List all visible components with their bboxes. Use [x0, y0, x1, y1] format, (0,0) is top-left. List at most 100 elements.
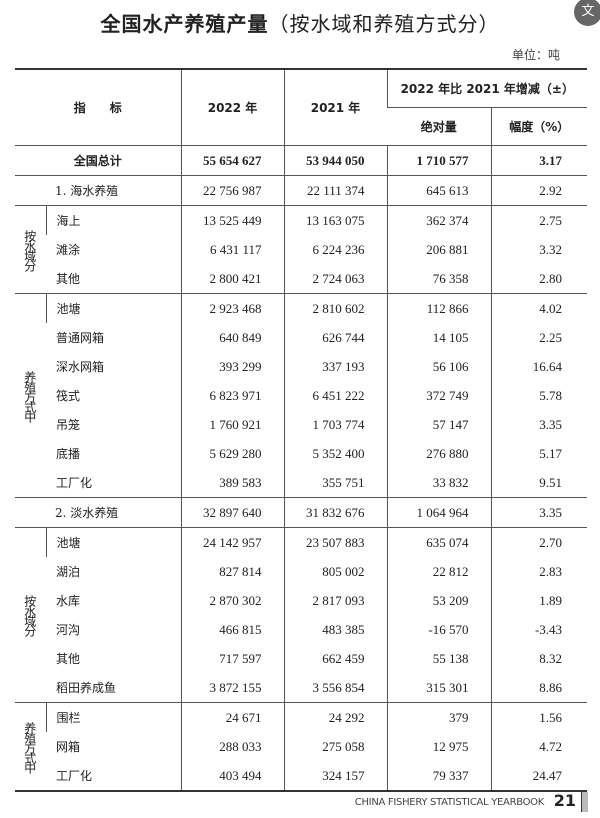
- table-row: 底播 5 629 280 5 352 400 276 880 5.17: [15, 439, 588, 468]
- row-label: 工厂化: [46, 761, 182, 792]
- cell-y2022: 403 494: [180, 761, 285, 792]
- row-label: 海上: [45, 205, 182, 235]
- cell-y2021: 23 507 883: [283, 527, 388, 557]
- unit-label: 单位：吨: [511, 48, 560, 62]
- cell-pct: 16.64: [490, 352, 588, 381]
- row-label: 池塘: [45, 527, 182, 557]
- cell-pct: 3.32: [490, 235, 588, 264]
- cell-pct: 2.25: [490, 323, 588, 352]
- cell-y2021: 324 157: [283, 761, 388, 792]
- cell-y2021: 275 058: [283, 732, 388, 761]
- cell-y2022: 393 299: [180, 352, 285, 381]
- cell-y2021: 53 944 050: [283, 145, 388, 176]
- cell-abs: 362 374: [386, 205, 492, 235]
- cell-abs: 276 880: [386, 439, 492, 468]
- cell-pct: 4.02: [490, 293, 588, 323]
- header-row: 指 标 2022 年 2021 年 2022 年比 2021 年增减（±）: [15, 68, 588, 146]
- cell-abs: 22 812: [386, 557, 492, 586]
- cell-y2021: 2 817 093: [283, 586, 388, 615]
- table-row: 其他 717 597 662 459 55 138 8.32: [15, 644, 588, 673]
- cell-y2021: 1 703 774: [283, 410, 388, 439]
- cell-y2021: 6 451 222: [283, 381, 388, 410]
- footer-book-title: CHINA FISHERY STATISTICAL YEARBOOK: [354, 797, 545, 808]
- table-row: 滩涂 6 431 117 6 224 236 206 881 3.32: [15, 235, 588, 264]
- cell-pct: 3.35: [490, 410, 588, 439]
- table-row: 养殖方式中 池塘 2 923 468 2 810 602 112 866 4.02: [15, 293, 588, 498]
- cell-y2022: 6 431 117: [180, 235, 285, 264]
- cell-abs: 206 881: [386, 235, 492, 264]
- cell-abs: 12 975: [386, 732, 492, 761]
- cell-pct: 2.70: [490, 527, 588, 557]
- cell-abs: 112 866: [386, 293, 492, 323]
- table-row: 按水域分 海上 13 525 449 13 163 075 362 374 2.75: [15, 205, 588, 294]
- translate-icon[interactable]: 文: [574, 0, 600, 26]
- cell-y2021: 13 163 075: [283, 205, 388, 235]
- row-label: 2. 淡水养殖: [15, 497, 182, 528]
- cell-abs: -16 570: [386, 615, 492, 644]
- cell-abs: 55 138: [386, 644, 492, 673]
- row-label: 稻田养成鱼: [56, 681, 117, 695]
- row-label: 筏式: [56, 389, 81, 403]
- cell-y2021: 2 724 063: [283, 264, 388, 294]
- cell-y2021: 22 111 374: [283, 175, 388, 206]
- cell-y2022: 3 872 155: [180, 673, 285, 703]
- row-label: 水库: [56, 594, 81, 608]
- cell-abs: 14 105: [386, 323, 492, 352]
- cell-y2022: 24 671: [180, 702, 285, 732]
- page-title: 全国水产养殖产量（按水域和养殖方式分）: [0, 8, 600, 37]
- table-row: 稻田养成鱼 3 872 155 3 556 854 315 301 8.86: [15, 673, 588, 703]
- cell-y2021: 24 292: [283, 702, 388, 732]
- cell-abs: 79 337: [386, 761, 492, 792]
- row-label: 全国总计: [15, 145, 182, 176]
- cell-pct: 8.86: [490, 673, 588, 703]
- cell-y2021: 626 744: [283, 323, 388, 352]
- cell-abs: 57 147: [386, 410, 492, 439]
- table-row: 湖泊 827 814 805 002 22 812 2.83: [15, 557, 588, 586]
- header-change: 2022 年比 2021 年增减（±）: [386, 68, 588, 108]
- page-edge-bar: [581, 792, 588, 812]
- cell-pct: 2.80: [490, 264, 588, 294]
- cell-y2021: 337 193: [283, 352, 388, 381]
- cell-pct: 24.47: [490, 761, 588, 792]
- cell-y2021: 3 556 854: [283, 673, 388, 703]
- cell-pct: -3.43: [490, 615, 588, 644]
- cell-abs: 1 064 964: [386, 497, 492, 528]
- table-row: 深水网箱 393 299 337 193 56 106 16.64: [15, 352, 588, 381]
- cell-pct: 8.32: [490, 644, 588, 673]
- cell-y2022: 55 654 627: [180, 145, 285, 176]
- row-label: 工厂化: [56, 476, 93, 490]
- cell-y2022: 389 583: [180, 468, 285, 498]
- cell-pct: 4.72: [490, 732, 588, 761]
- table-row: 普通网箱 640 849 626 744 14 105 2.25: [15, 323, 588, 352]
- cell-y2021: 5 352 400: [283, 439, 388, 468]
- cell-y2022: 2 923 468: [180, 293, 285, 323]
- cell-abs: 315 301: [386, 673, 492, 703]
- group-label: 养殖方式中: [15, 293, 46, 498]
- header-pct: 幅度（%）: [490, 107, 588, 146]
- cell-y2022: 5 629 280: [180, 439, 285, 468]
- row-label: 普通网箱: [56, 331, 105, 345]
- cell-y2022: 717 597: [180, 644, 285, 673]
- cell-y2022: 2 870 302: [180, 586, 285, 615]
- row-label: 网箱: [56, 740, 81, 754]
- summary-row: 1. 海水养殖 22 756 987 22 111 374 645 613 2.92: [15, 175, 588, 206]
- cell-pct: 3.17: [490, 145, 588, 176]
- summary-row: 全国总计 55 654 627 53 944 050 1 710 577 3.17: [15, 145, 588, 176]
- title-subtitle: （按水域和养殖方式分）: [268, 12, 500, 36]
- cell-y2022: 6 823 971: [180, 381, 285, 410]
- cell-abs: 635 074: [386, 527, 492, 557]
- cell-abs: 372 749: [386, 381, 492, 410]
- row-label: 池塘: [45, 293, 182, 323]
- row-label: 吊笼: [56, 418, 81, 432]
- cell-y2021: 662 459: [283, 644, 388, 673]
- table-row: 网箱 288 033 275 058 12 975 4.72: [15, 732, 588, 761]
- row-label: 深水网箱: [56, 360, 105, 374]
- title-main: 全国水产养殖产量: [100, 12, 269, 36]
- cell-abs: 76 358: [386, 264, 492, 294]
- table-row: 筏式 6 823 971 6 451 222 372 749 5.78: [15, 381, 588, 410]
- table-row: 河沟 466 815 483 385 -16 570 -3.43: [15, 615, 588, 644]
- cell-y2022: 1 760 921: [180, 410, 285, 439]
- header-absolute: 绝对量: [387, 107, 492, 146]
- cell-abs: 1 710 577: [386, 145, 492, 176]
- row-label: 滩涂: [56, 243, 81, 257]
